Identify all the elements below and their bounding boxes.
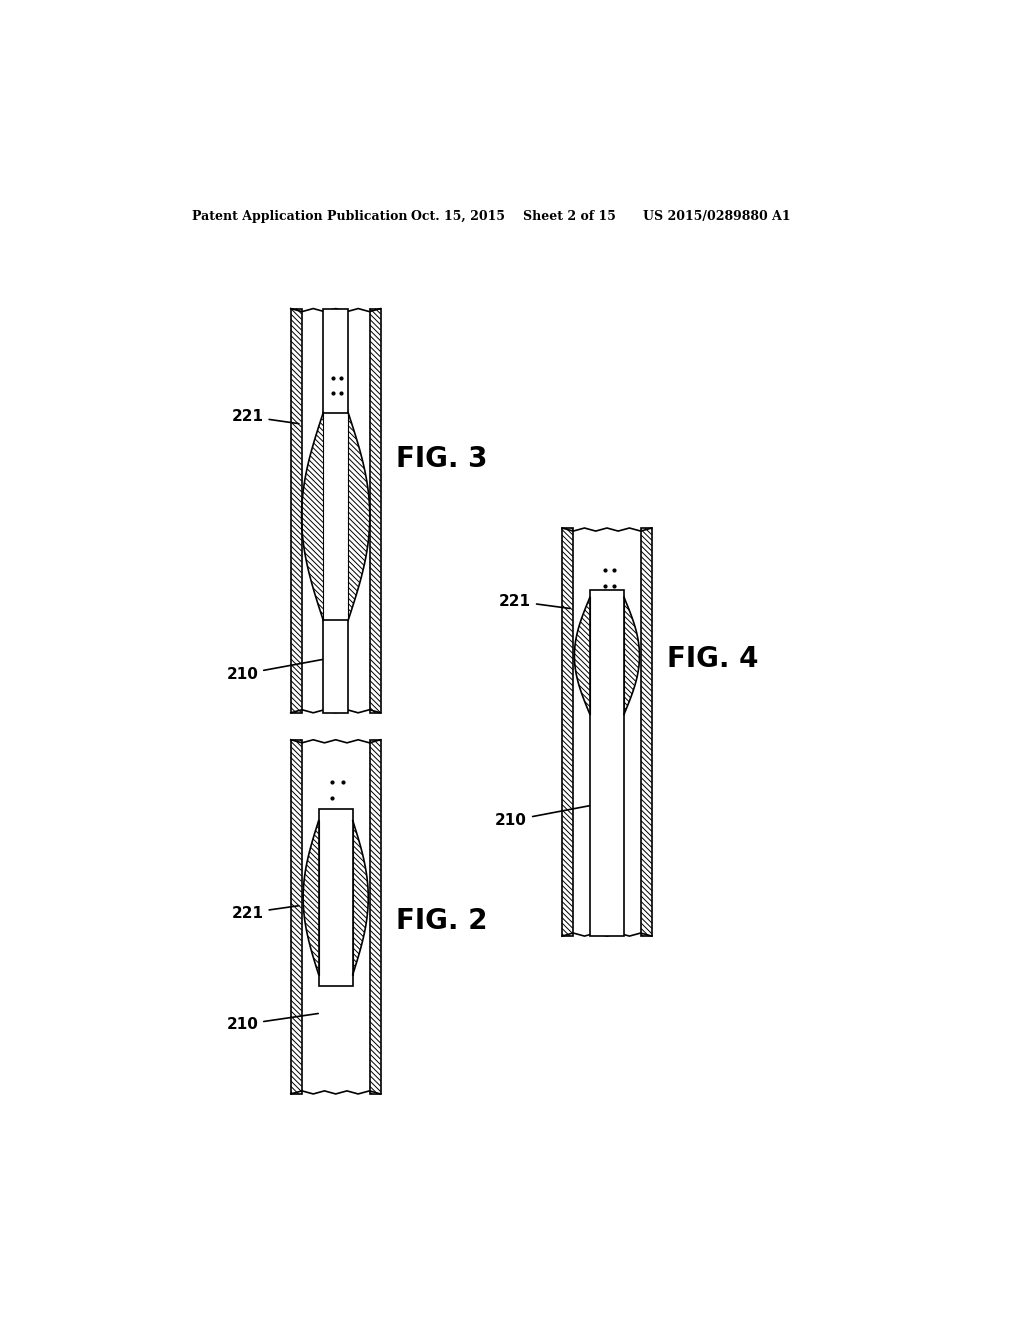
Text: FIG. 3: FIG. 3: [396, 445, 487, 473]
Text: 221: 221: [499, 594, 570, 609]
Bar: [562, 528, 572, 936]
Text: 221: 221: [231, 409, 299, 424]
Text: FIG. 4: FIG. 4: [668, 645, 759, 673]
Bar: [641, 528, 652, 936]
Text: FIG. 2: FIG. 2: [396, 907, 487, 935]
Text: 221: 221: [231, 906, 299, 920]
Text: 210: 210: [226, 1014, 318, 1032]
Bar: [318, 809, 352, 986]
Text: 210: 210: [226, 660, 323, 682]
Text: 210: 210: [496, 805, 590, 828]
Text: Patent Application Publication: Patent Application Publication: [191, 210, 408, 223]
Bar: [291, 309, 302, 713]
Bar: [370, 739, 381, 1094]
Bar: [324, 620, 348, 713]
Bar: [291, 739, 302, 1094]
Text: Oct. 15, 2015: Oct. 15, 2015: [411, 210, 505, 223]
Text: Sheet 2 of 15: Sheet 2 of 15: [523, 210, 616, 223]
Bar: [590, 590, 624, 936]
Text: US 2015/0289880 A1: US 2015/0289880 A1: [643, 210, 791, 223]
Bar: [324, 309, 348, 412]
Bar: [370, 309, 381, 713]
